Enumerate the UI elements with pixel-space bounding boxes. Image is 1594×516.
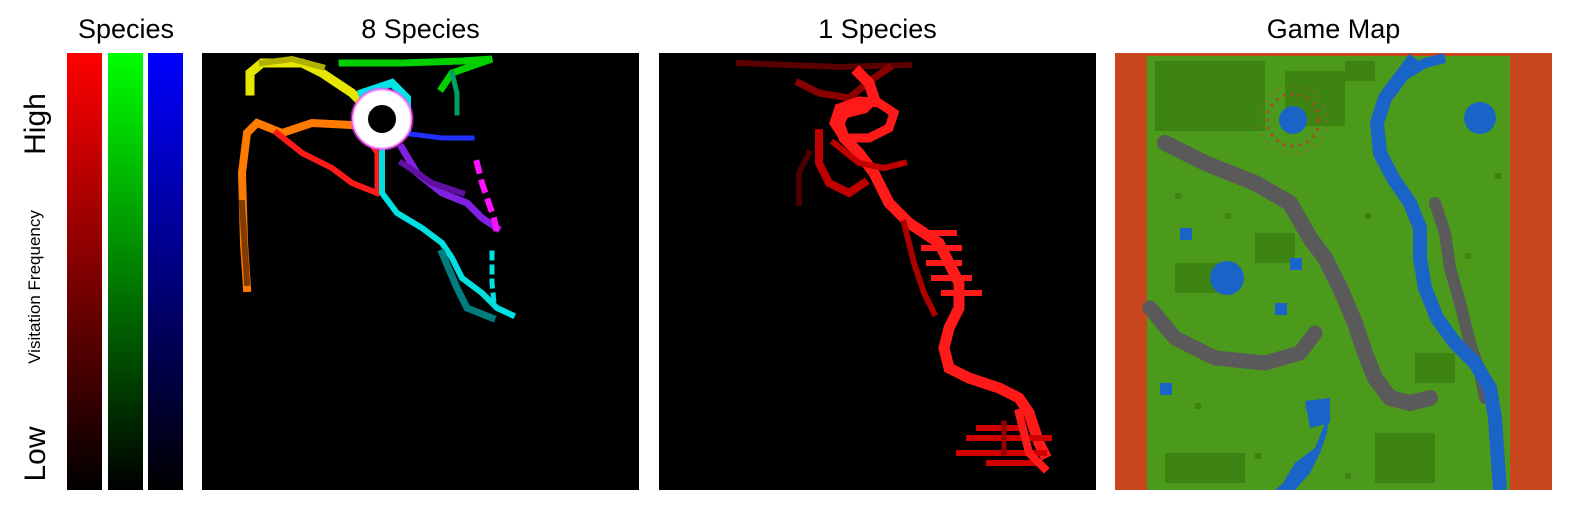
river (1370, 53, 1507, 490)
left-border (1115, 53, 1147, 490)
cyan-trail (379, 140, 516, 319)
faint-trail (735, 59, 913, 71)
one-species-title: 1 Species (818, 14, 937, 44)
low-label: Low (19, 426, 52, 482)
visitation-frequency-label: Visitation Frequency (25, 210, 44, 364)
pond-right (1464, 102, 1496, 134)
white-ring (352, 89, 412, 149)
game-map-svg (1115, 53, 1552, 490)
game-map-title: Game Map (1266, 14, 1401, 44)
yellow-trail (245, 58, 374, 115)
green-trail (338, 55, 494, 93)
pond-bottom (1275, 403, 1329, 490)
red-gradient-bar (67, 53, 102, 490)
one-species-svg (735, 59, 1052, 474)
magenta-trail (473, 159, 502, 242)
ladder-section (921, 230, 982, 296)
blue-trail (399, 130, 475, 141)
high-label: High (19, 93, 52, 155)
game-map (1115, 53, 1552, 490)
pond-top (1279, 106, 1307, 134)
top-loop (829, 96, 900, 143)
pond-center (1210, 261, 1244, 295)
rock-path-left (1142, 300, 1323, 371)
red-trail (272, 128, 381, 197)
eight-species-svg (237, 55, 516, 323)
eight-species-heatmap (202, 53, 639, 490)
rock-path-main (1157, 135, 1438, 411)
blue-gradient-bar (148, 53, 183, 490)
green-gradient-bar (108, 53, 143, 490)
one-species-heatmap (659, 53, 1096, 490)
right-border (1510, 53, 1552, 490)
eight-species-title: 8 Species (361, 14, 480, 44)
legend-title: Species (77, 14, 175, 44)
main-trail (833, 65, 1052, 461)
